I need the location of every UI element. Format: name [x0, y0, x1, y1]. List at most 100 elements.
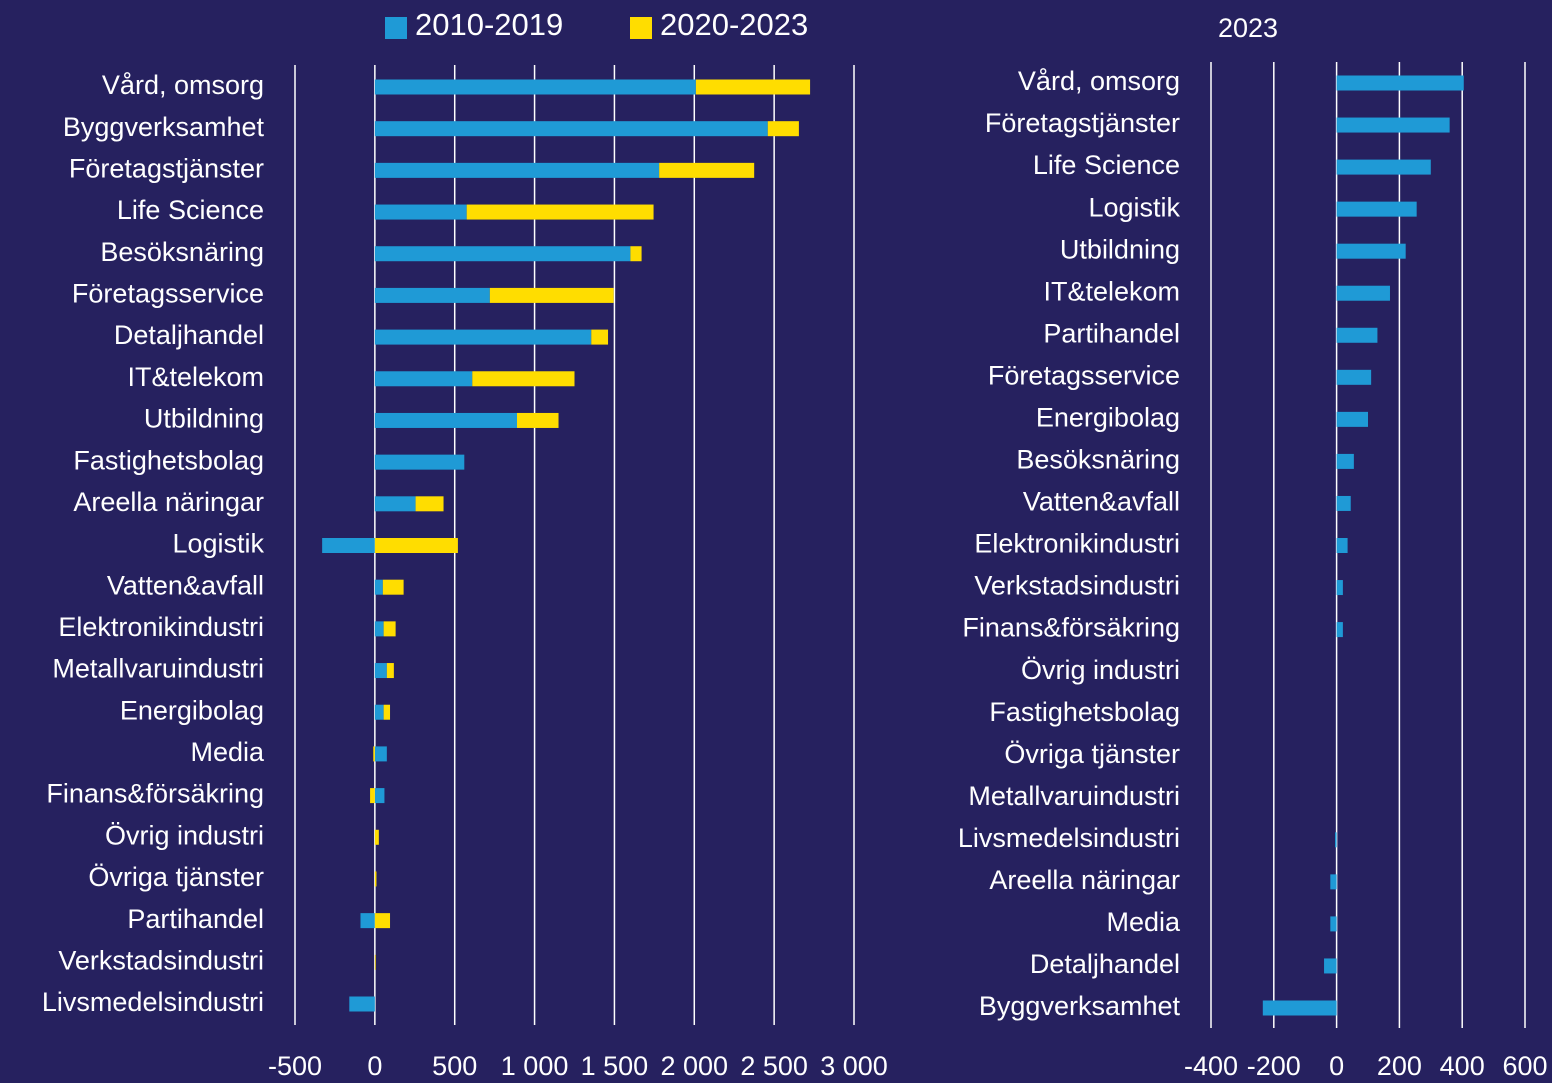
x-tick-label: 0: [367, 1051, 382, 1081]
y-tick-label: IT&telekom: [1043, 276, 1180, 306]
y-tick-label: Företagstjänster: [69, 153, 264, 183]
y-tick-label: Elektronikindustri: [974, 529, 1180, 559]
bar: [322, 538, 375, 553]
bar: [374, 121, 768, 137]
x-tick-label: 400: [1440, 1051, 1485, 1081]
bar: [1336, 538, 1348, 553]
y-tick-label: Logistik: [1088, 192, 1180, 222]
bar: [349, 996, 375, 1012]
bar: [1336, 285, 1390, 301]
bar: [1336, 75, 1464, 91]
bar: [382, 579, 404, 595]
bar: [1336, 580, 1343, 596]
legend-label: 2010-2019: [415, 7, 563, 42]
bar: [374, 412, 518, 428]
bar: [630, 246, 642, 262]
y-tick-label: Life Science: [117, 195, 264, 225]
y-tick-label: Övriga tjänster: [1004, 739, 1180, 769]
bar: [1336, 243, 1406, 259]
bar: [374, 204, 467, 220]
bar: [374, 954, 376, 970]
x-tick-label: -200: [1247, 1051, 1301, 1081]
bar: [374, 746, 387, 762]
y-tick-label: Partihandel: [127, 904, 264, 934]
bar: [374, 538, 458, 553]
x-tick-label: 0: [1329, 1051, 1344, 1081]
bar: [374, 371, 473, 387]
y-tick-label: Areella näringar: [989, 865, 1180, 895]
y-tick-label: Livsmedelsindustri: [42, 987, 264, 1017]
y-tick-label: Finans&försäkring: [962, 613, 1180, 643]
y-tick-label: Detaljhandel: [1030, 949, 1180, 979]
y-tick-label: Verkstadsindustri: [58, 945, 264, 975]
x-tick-label: 500: [432, 1051, 477, 1081]
bar: [386, 663, 394, 679]
bar: [695, 79, 811, 95]
y-tick-label: Energibolag: [1036, 402, 1180, 432]
bar: [370, 788, 375, 804]
bar: [1330, 874, 1337, 890]
y-tick-label: Verkstadsindustri: [974, 571, 1180, 601]
x-tick-label: 1 000: [501, 1051, 569, 1081]
x-tick-label: 200: [1377, 1051, 1422, 1081]
y-tick-label: Media: [1106, 907, 1181, 937]
bar: [1336, 369, 1372, 385]
y-tick-label: Partihandel: [1043, 318, 1180, 348]
bar: [374, 79, 696, 95]
y-tick-label: Vatten&avfall: [107, 570, 264, 600]
chart-title: 2023: [1218, 13, 1278, 43]
y-tick-label: Företagstjänster: [985, 108, 1180, 138]
y-tick-label: Energibolag: [120, 695, 264, 725]
y-tick-label: Fastighetsbolag: [73, 445, 264, 475]
y-tick-label: Utbildning: [1060, 234, 1180, 264]
bar: [374, 579, 383, 595]
bar: [1330, 916, 1337, 932]
y-tick-label: Metallvaruindustri: [52, 654, 264, 684]
legend-swatch: [385, 17, 407, 39]
bar: [1336, 622, 1343, 638]
bar: [383, 621, 396, 637]
bar: [374, 621, 384, 637]
y-tick-label: Media: [190, 737, 265, 767]
y-tick-label: Finans&försäkring: [46, 779, 264, 809]
bar: [374, 496, 416, 512]
x-tick-label: 2 500: [740, 1051, 808, 1081]
y-tick-label: Besöksnäring: [1016, 445, 1180, 475]
bar: [1336, 495, 1351, 511]
bar: [374, 913, 391, 929]
bar: [415, 496, 444, 512]
y-tick-label: Vård, omsorg: [102, 70, 264, 100]
bar: [659, 162, 755, 178]
bar: [374, 704, 384, 720]
bar: [360, 913, 375, 929]
y-tick-label: Övriga tjänster: [88, 862, 264, 892]
bar: [1336, 201, 1417, 217]
y-tick-label: Areella näringar: [73, 487, 264, 517]
bar: [489, 287, 614, 303]
bar: [373, 746, 375, 762]
y-tick-label: Övrig industri: [1021, 655, 1180, 685]
y-tick-label: IT&telekom: [127, 362, 264, 392]
bar: [466, 204, 654, 220]
x-tick-label: -500: [268, 1051, 322, 1081]
bar: [1336, 411, 1368, 427]
y-tick-label: Övrig industri: [105, 820, 264, 850]
y-tick-label: Vård, omsorg: [1018, 66, 1180, 96]
bar: [591, 329, 609, 345]
bar: [374, 788, 385, 804]
bar: [767, 121, 799, 137]
bar: [472, 371, 575, 387]
bar: [1336, 117, 1450, 133]
x-tick-label: 1 500: [581, 1051, 649, 1081]
bar: [1324, 958, 1337, 974]
x-tick-label: 2 000: [660, 1051, 728, 1081]
bar: [383, 704, 391, 720]
y-tick-label: Företagsservice: [72, 279, 264, 309]
x-tick-label: 3 000: [820, 1051, 888, 1081]
bar: [374, 663, 387, 679]
bar: [374, 246, 631, 262]
bar: [374, 162, 660, 178]
y-tick-label: Life Science: [1033, 150, 1180, 180]
bar: [374, 871, 377, 887]
